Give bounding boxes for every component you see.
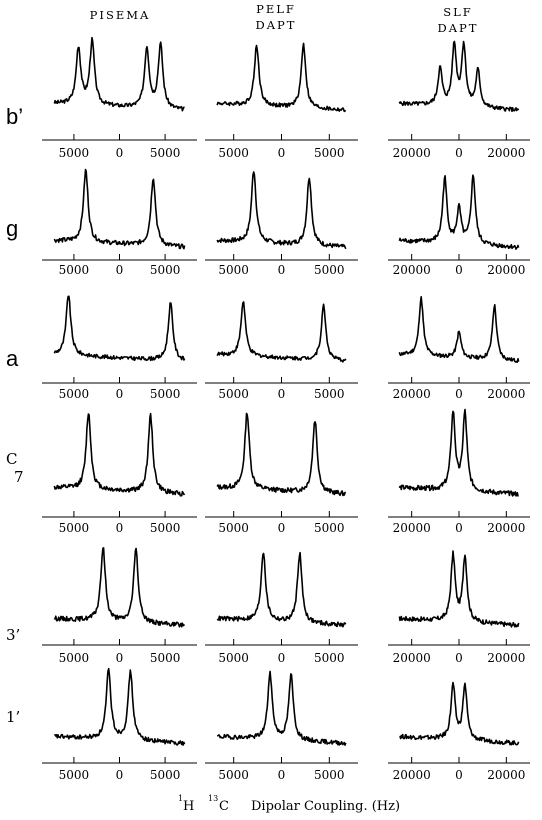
- x-tick-label-1-prime-pisema-2: 5000: [150, 768, 181, 782]
- x-tick-label-3-prime-slf-dapt-1: 0: [455, 651, 463, 665]
- x-tick-label-b-prime-pisema-2: 5000: [150, 146, 181, 160]
- x-tick-label-a-slf-dapt-1: 0: [455, 387, 463, 401]
- x-tick-label-g-pisema-2: 5000: [150, 263, 181, 277]
- x-tick-label-b-prime-pisema-0: 5000: [59, 146, 90, 160]
- x-tick-label-g-pelf-dapt-1: 0: [278, 263, 286, 277]
- x-tick-label-a-pisema-2: 5000: [150, 387, 181, 401]
- x-tick-label-3-prime-pisema-1: 0: [116, 651, 124, 665]
- x-tick-label-a-pisema-1: 0: [116, 387, 124, 401]
- x-tick-label-3-prime-slf-dapt-2: 20000: [487, 651, 525, 665]
- x-tick-label-c7-pisema-0: 5000: [59, 521, 90, 535]
- x-tick-label-g-pisema-1: 0: [116, 263, 124, 277]
- x-tick-label-b-prime-slf-dapt-1: 0: [455, 146, 463, 160]
- column-title-pisema: PISEMA: [90, 8, 151, 22]
- x-tick-label-a-pelf-dapt-0: 5000: [218, 387, 249, 401]
- spectrum-trace-3-prime-pisema: [53, 547, 186, 628]
- spectrum-trace-1-prime-pelf-dapt: [216, 670, 347, 746]
- x-tick-label-a-slf-dapt-2: 20000: [487, 387, 525, 401]
- column-title-pelf: PELF: [256, 2, 296, 16]
- x-tick-label-c7-slf-dapt-1: 0: [455, 521, 463, 535]
- x-tick-label-g-slf-dapt-1: 0: [455, 263, 463, 277]
- spectrum-trace-a-pisema: [53, 295, 186, 362]
- x-tick-label-1-prime-pisema-0: 5000: [59, 768, 90, 782]
- spectrum-trace-b-prime-pisema: [53, 36, 185, 112]
- x-tick-label-b-prime-pelf-dapt-1: 0: [278, 146, 286, 160]
- row-label-1-prime: 1’: [6, 708, 20, 726]
- x-tick-label-g-pelf-dapt-2: 5000: [314, 263, 345, 277]
- x-tick-label-3-prime-pelf-dapt-2: 5000: [314, 651, 345, 665]
- spectrum-trace-g-pisema: [53, 168, 186, 250]
- x-axis-label-h: H: [183, 799, 194, 814]
- column-title-slf-dapt: DAPT: [438, 21, 479, 35]
- spectrum-trace-3-prime-pelf-dapt: [216, 551, 347, 628]
- column-title-slf: SLF: [443, 5, 473, 19]
- row-label-a: a: [6, 346, 19, 371]
- x-axis-label-c: C: [219, 799, 229, 814]
- column-title-pelf-dapt: DAPT: [256, 18, 297, 32]
- spectrum-trace-b-prime-pelf-dapt: [216, 42, 347, 113]
- x-tick-label-1-prime-pelf-dapt-2: 5000: [314, 768, 345, 782]
- x-tick-label-3-prime-pisema-0: 5000: [59, 651, 90, 665]
- spectrum-trace-a-slf-dapt: [398, 295, 520, 363]
- x-tick-label-3-prime-pelf-dapt-1: 0: [278, 651, 286, 665]
- x-tick-label-b-prime-pisema-1: 0: [116, 146, 124, 160]
- x-tick-label-b-prime-pelf-dapt-2: 5000: [314, 146, 345, 160]
- x-axis-label-c-sup: 13: [208, 794, 218, 803]
- x-tick-label-1-prime-slf-dapt-2: 20000: [487, 768, 525, 782]
- x-tick-label-b-prime-slf-dapt-0: 20000: [393, 146, 431, 160]
- spectra-panels: 5000 0 5000 5000 0 5000 20000 0 20000 5000 0 5000 50…: [42, 36, 530, 782]
- x-tick-label-c7-pisema-2: 5000: [150, 521, 181, 535]
- spectrum-trace-1-prime-slf-dapt: [399, 681, 520, 746]
- x-axis-label: 1 H 13 C Dipolar Coupling. (Hz): [178, 794, 400, 814]
- row-label-b-prime: b’: [6, 104, 23, 129]
- x-tick-label-a-pelf-dapt-1: 0: [278, 387, 286, 401]
- x-tick-label-1-prime-slf-dapt-1: 0: [455, 768, 463, 782]
- spectrum-trace-c7-pisema: [53, 412, 186, 497]
- x-tick-label-1-prime-pelf-dapt-1: 0: [278, 768, 286, 782]
- row-label-3-prime: 3’: [6, 626, 20, 644]
- x-tick-label-a-pisema-0: 5000: [59, 387, 90, 401]
- x-tick-label-1-prime-pisema-1: 0: [116, 768, 124, 782]
- x-tick-label-3-prime-pisema-2: 5000: [150, 651, 181, 665]
- x-tick-label-1-prime-pelf-dapt-0: 5000: [218, 768, 249, 782]
- spectrum-trace-g-pelf-dapt: [216, 171, 347, 250]
- x-tick-label-a-slf-dapt-0: 20000: [393, 387, 431, 401]
- x-tick-label-b-prime-slf-dapt-2: 20000: [487, 146, 525, 160]
- x-axis-label-text: Dipolar Coupling. (Hz): [251, 799, 400, 814]
- x-tick-label-a-pelf-dapt-2: 5000: [314, 387, 345, 401]
- spectrum-trace-c7-slf-dapt: [398, 408, 519, 497]
- x-tick-label-c7-pelf-dapt-2: 5000: [314, 521, 345, 535]
- spectrum-trace-3-prime-slf-dapt: [398, 550, 520, 628]
- x-tick-label-b-prime-pelf-dapt-0: 5000: [218, 146, 249, 160]
- x-tick-label-c7-pelf-dapt-0: 5000: [218, 521, 249, 535]
- spectrum-trace-1-prime-pisema: [53, 667, 186, 746]
- x-tick-label-g-slf-dapt-0: 20000: [393, 263, 431, 277]
- x-tick-label-3-prime-pelf-dapt-0: 5000: [218, 651, 249, 665]
- x-tick-label-c7-pelf-dapt-1: 0: [278, 521, 286, 535]
- x-tick-label-c7-slf-dapt-0: 20000: [393, 521, 431, 535]
- x-axis-label-h-sup: 1: [178, 794, 183, 803]
- row-label-c: C: [6, 450, 17, 468]
- x-tick-label-g-slf-dapt-2: 20000: [487, 263, 525, 277]
- x-tick-label-c7-slf-dapt-2: 20000: [487, 521, 525, 535]
- row-label-c-subscript: 7: [14, 468, 24, 486]
- spectrum-trace-c7-pelf-dapt: [216, 412, 347, 497]
- spectrum-trace-b-prime-slf-dapt: [398, 40, 520, 113]
- x-tick-label-c7-pisema-1: 0: [116, 521, 124, 535]
- spectrum-trace-g-slf-dapt: [398, 174, 520, 250]
- x-tick-label-1-prime-slf-dapt-0: 20000: [393, 768, 431, 782]
- x-tick-label-3-prime-slf-dapt-0: 20000: [393, 651, 431, 665]
- x-tick-label-g-pisema-0: 5000: [59, 263, 90, 277]
- x-tick-label-g-pelf-dapt-0: 5000: [218, 263, 249, 277]
- row-label-g: g: [6, 216, 18, 241]
- spectrum-trace-a-pelf-dapt: [216, 301, 347, 363]
